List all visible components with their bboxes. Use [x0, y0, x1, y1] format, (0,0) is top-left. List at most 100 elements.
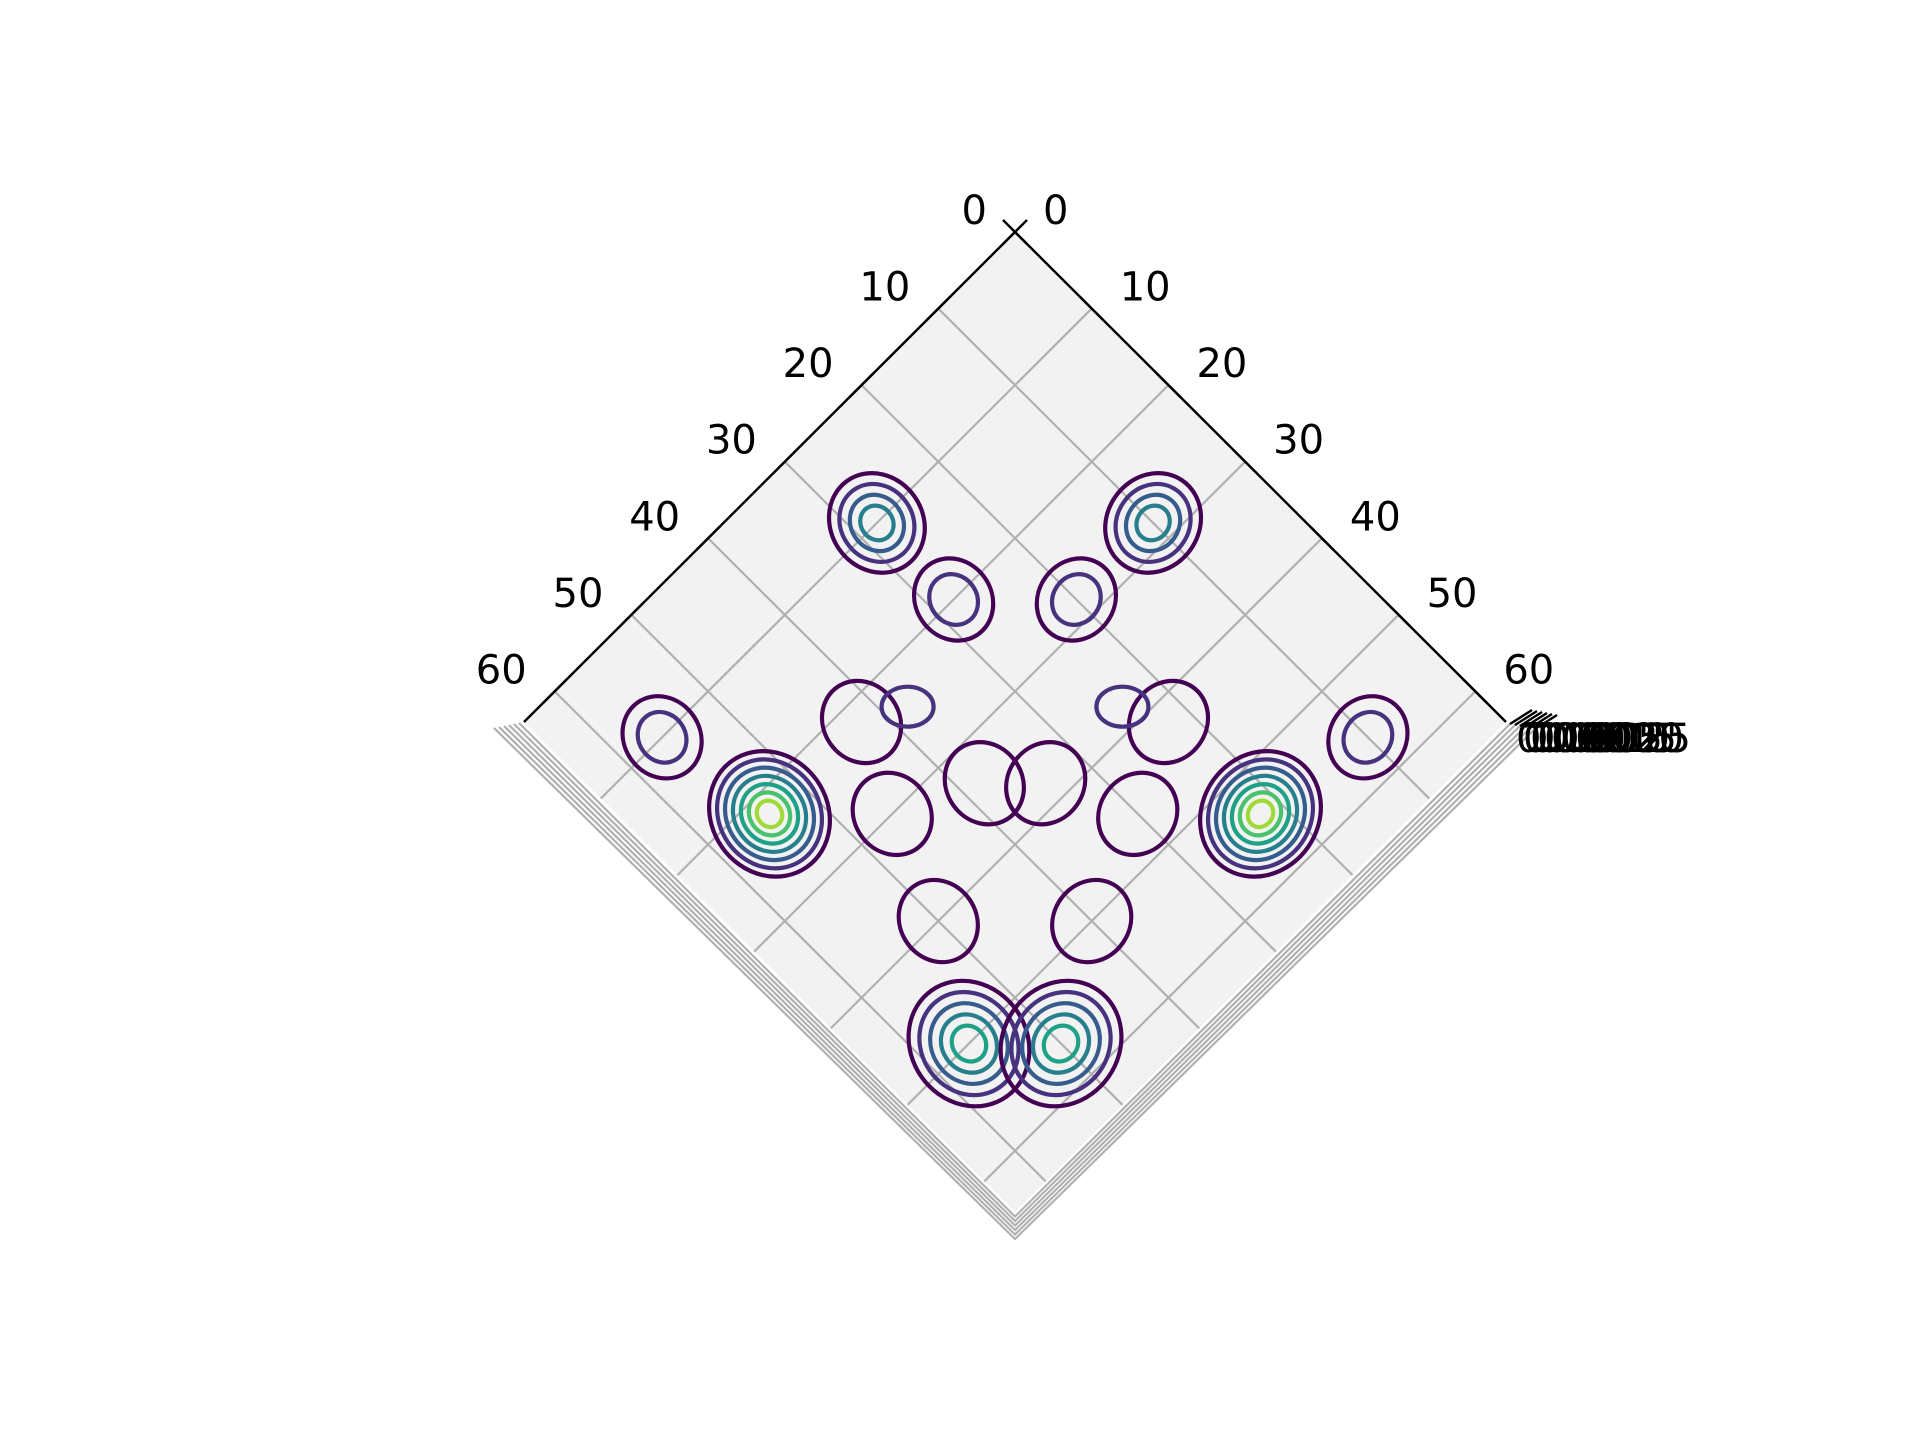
z-tick	[1524, 711, 1548, 729]
contour-line	[938, 1012, 1000, 1075]
pane-edge	[503, 725, 1527, 1232]
x-tick	[1309, 525, 1335, 552]
x-tick-label: 0	[1043, 188, 1068, 234]
grid-line-x	[983, 690, 1477, 1183]
contour-line	[858, 503, 896, 543]
z-tick	[1514, 709, 1538, 727]
x-tick	[1155, 372, 1182, 398]
pane-edge	[513, 723, 1517, 1223]
y-tick	[618, 601, 645, 628]
contour-line	[1113, 481, 1193, 564]
contour-line	[722, 765, 817, 863]
y-tick	[1002, 219, 1028, 245]
z-tick-label: 0.0015	[1537, 716, 1677, 762]
x-tick	[1078, 295, 1105, 322]
contour-line	[819, 678, 904, 766]
contour-line	[906, 978, 1032, 1109]
pane-edge	[518, 722, 1512, 1219]
contour-line	[826, 471, 927, 575]
contour-line	[1123, 492, 1183, 554]
contour-line	[707, 749, 832, 879]
x-tick-label: 20	[1196, 341, 1247, 387]
x-tick-label: 30	[1273, 418, 1324, 464]
contour-line	[754, 798, 785, 830]
contour-line	[998, 978, 1124, 1109]
contour-line	[1245, 798, 1276, 830]
pane-edge	[498, 726, 1532, 1237]
contour-line	[714, 757, 825, 871]
contour-line	[1096, 770, 1180, 858]
contour-line	[746, 790, 793, 838]
z-tick	[1519, 710, 1543, 728]
y-tick	[771, 448, 798, 475]
grid-line-y	[553, 690, 1047, 1183]
contour-line	[928, 1001, 1010, 1087]
x-tick-label: 60	[1503, 647, 1554, 693]
x-tick-label: 40	[1350, 494, 1401, 540]
contour-line	[1221, 773, 1300, 854]
contour-line	[1213, 765, 1308, 863]
contour-line	[949, 1023, 989, 1064]
x-tick	[1385, 601, 1412, 628]
z-tick-label: 0.0025	[1551, 716, 1691, 762]
contour-line	[1326, 694, 1410, 781]
contour-line	[1094, 684, 1151, 729]
z-tick-label: 0.0010	[1530, 716, 1670, 762]
contour-line	[738, 782, 801, 846]
contour-line	[1041, 1023, 1081, 1064]
contour-line	[1237, 790, 1284, 838]
grid-line-x	[753, 460, 1246, 953]
contour-line	[1103, 471, 1204, 575]
y-tick-label: 0	[962, 188, 987, 234]
contours	[620, 471, 1410, 1109]
y-tick-label: 50	[553, 571, 604, 617]
z-tick-label: 0.0000	[1516, 716, 1656, 762]
contour-line	[1034, 556, 1119, 643]
contour-line	[1050, 877, 1134, 965]
grid-line-y	[784, 460, 1277, 953]
y-tick	[925, 295, 952, 322]
contour-line	[1126, 678, 1211, 766]
axes	[523, 219, 1558, 731]
contour-line	[1341, 709, 1395, 765]
x-tick	[1462, 678, 1489, 705]
x-tick-label: 10	[1120, 265, 1171, 311]
contour-line	[635, 709, 689, 765]
contour-line	[1198, 749, 1323, 879]
contour-line	[1049, 572, 1103, 627]
z-tick	[1509, 708, 1533, 726]
pane-edge	[493, 727, 1537, 1241]
contour-line	[896, 877, 980, 965]
contour-line	[620, 694, 704, 781]
x-tick-label: 50	[1427, 571, 1478, 617]
z-tick	[1534, 713, 1558, 731]
x-tick	[1232, 448, 1259, 475]
y-tick	[695, 525, 721, 552]
contour-line	[1134, 503, 1172, 543]
y-tick	[848, 372, 875, 398]
contour-line	[850, 770, 934, 858]
tick-labels: 0 10 20 30 40 50 60 0 10 20 30 40 50 60 0.00000.00050.…	[476, 188, 1691, 762]
z-tick	[1529, 712, 1553, 730]
contour-line	[1030, 1012, 1092, 1075]
contour-line	[1020, 1001, 1102, 1087]
contour-line	[927, 572, 981, 627]
contour-line	[1004, 740, 1088, 827]
contour-line	[847, 492, 907, 554]
y-tick-label: 60	[476, 647, 527, 693]
contour-line	[730, 773, 809, 854]
contour-line	[911, 556, 996, 643]
contour-line	[837, 481, 917, 564]
y-tick	[541, 678, 568, 705]
pane-edge	[508, 724, 1522, 1228]
y-tick-label: 10	[859, 265, 910, 311]
y-tick-label: 30	[706, 418, 757, 464]
contour-line	[1009, 989, 1113, 1098]
contour-line	[1229, 782, 1292, 846]
contour-line	[879, 684, 936, 729]
grid-line-y	[937, 307, 1431, 800]
y-tick-label: 20	[783, 341, 834, 387]
z-tick-label: 0.0005	[1523, 716, 1663, 762]
contour-line	[1205, 757, 1316, 871]
